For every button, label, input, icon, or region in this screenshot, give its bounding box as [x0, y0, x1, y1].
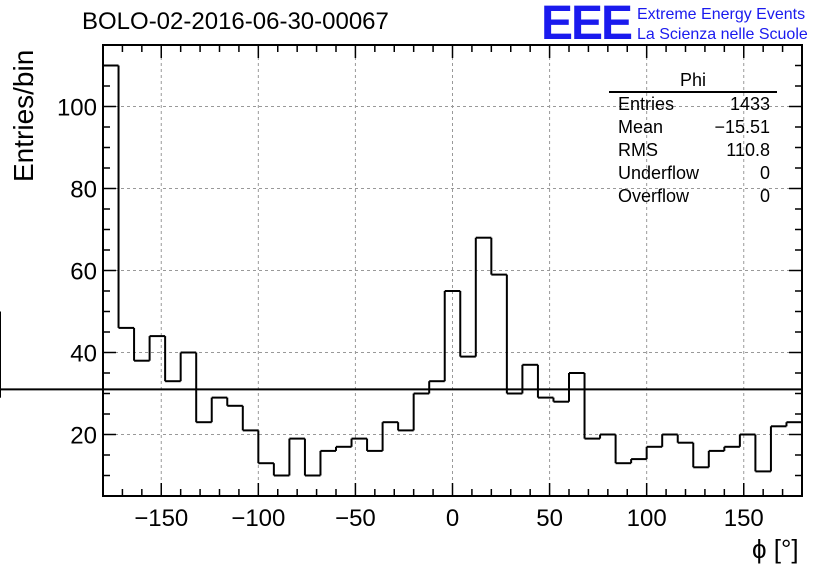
- stats-box: Phi Entries 1433 Mean −15.51 RMS 110.8 Underfl…: [609, 70, 777, 208]
- x-tick-label: −50: [335, 505, 376, 532]
- stats-value: 110.8: [726, 140, 770, 160]
- stats-title: Phi: [609, 70, 777, 93]
- stats-row: Underflow 0: [609, 162, 777, 185]
- tick-labels: −150 −100 −50 0 50 100 150 20 40 60 80 100: [57, 95, 764, 533]
- x-tick-label: 100: [627, 505, 667, 532]
- stats-label: RMS: [618, 140, 658, 160]
- stats-row: Mean −15.51: [609, 116, 777, 139]
- logo-line-1: Extreme Energy Events: [637, 6, 806, 23]
- y-tick-label: 100: [57, 95, 97, 122]
- y-tick-label: 60: [70, 259, 97, 286]
- stats-row: Entries 1433: [609, 93, 777, 116]
- stats-label: Overflow: [618, 186, 690, 206]
- stats-label: Underflow: [618, 163, 700, 183]
- stats-value: −15.51: [714, 117, 770, 137]
- eee-logo-mark: EEE: [541, 0, 633, 50]
- x-tick-label: 150: [724, 505, 764, 532]
- stats-value: 0: [759, 186, 770, 206]
- x-tick-label: −150: [134, 505, 188, 532]
- x-tick-label: −100: [231, 505, 285, 532]
- chart-title: BOLO-02-2016-06-30-00067: [82, 8, 389, 35]
- x-tick-label: 50: [536, 505, 563, 532]
- stats-label: Mean: [618, 117, 664, 137]
- stats-value: 0: [759, 163, 770, 183]
- stats-row: RMS 110.8: [609, 139, 777, 162]
- y-tick-label: 20: [70, 423, 97, 450]
- stats-rows: Entries 1433 Mean −15.51 RMS 110.8 Underflow 0 O…: [609, 93, 777, 208]
- y-tick-label: 80: [70, 177, 97, 204]
- x-axis-label: ϕ [°]: [752, 534, 799, 564]
- axis-ticks: [102, 44, 803, 497]
- stats-label: Entries: [618, 94, 675, 114]
- x-tick-label: 0: [446, 505, 459, 532]
- grid: [103, 45, 802, 496]
- y-tick-label: 40: [70, 341, 97, 368]
- logo-line-2: La Scienza nelle Scuole: [637, 26, 808, 43]
- stats-value: 1433: [729, 94, 770, 114]
- stats-row: Overflow 0: [609, 185, 777, 208]
